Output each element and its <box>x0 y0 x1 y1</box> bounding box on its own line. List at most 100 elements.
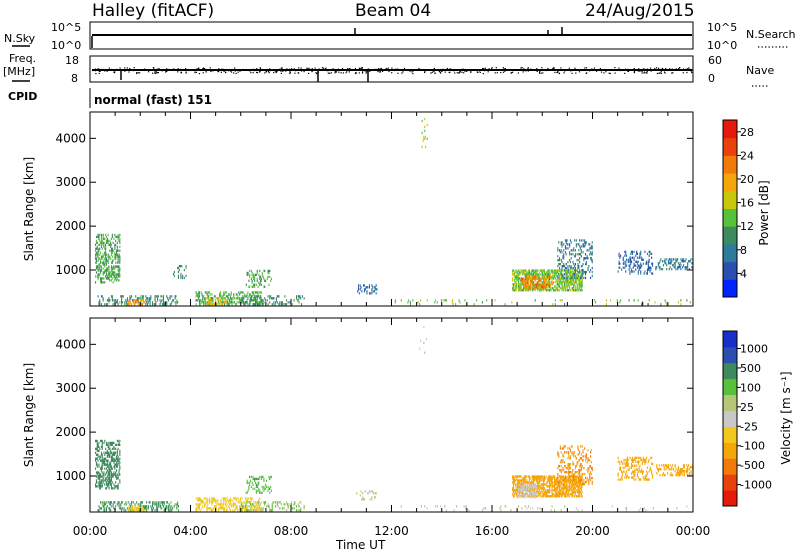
data-cell-1432 <box>564 487 566 490</box>
data-cell-2083 <box>659 260 661 263</box>
data-cell-55 <box>99 483 101 486</box>
data-cell-1883 <box>588 467 590 470</box>
data-cell-1700 <box>543 285 545 289</box>
data-cell-1413 <box>561 475 563 478</box>
data-cell-1724 <box>549 285 551 289</box>
data-cell-1143 <box>532 489 534 492</box>
data-cell-1668 <box>533 492 535 495</box>
data-cell-2008 <box>639 470 641 473</box>
data-cell-1081 <box>522 289 524 292</box>
data-cell-517 <box>131 509 133 512</box>
data-cell-777 <box>259 507 261 510</box>
data-cell-667 <box>226 503 228 506</box>
data-cell-564 <box>212 297 214 300</box>
data-cell-152 <box>105 257 107 260</box>
nave-dot-192 <box>280 72 282 74</box>
data-cell-467 <box>127 303 129 306</box>
nave-dot-402 <box>255 69 258 71</box>
nave-dot-65 <box>536 70 538 72</box>
data-cell-213 <box>111 273 113 276</box>
data-cell-1637 <box>526 275 528 279</box>
data-cell-2227 <box>619 301 621 304</box>
data-cell-780 <box>260 507 262 510</box>
data-cell-1181 <box>533 281 535 284</box>
nave-dot-34 <box>257 69 259 71</box>
data-cell-1465 <box>567 487 569 490</box>
data-cell-626 <box>231 301 233 304</box>
data-cell-605 <box>211 509 213 512</box>
data-cell-2072 <box>652 264 654 267</box>
data-cell-1299 <box>549 485 551 488</box>
data-cell-1324 <box>549 281 551 284</box>
nave-dot-248 <box>268 72 270 74</box>
data-cell-464 <box>176 301 178 304</box>
data-cell-446 <box>149 501 151 504</box>
data-cell-812 <box>266 299 268 302</box>
data-cell-1642 <box>527 275 529 279</box>
data-cell-126 <box>104 453 106 456</box>
data-cell-400 <box>145 295 147 298</box>
data-cell-1567 <box>578 483 580 486</box>
data-cell-847 <box>289 301 291 304</box>
data-cell-290 <box>117 249 119 252</box>
data-cell-114 <box>103 461 105 464</box>
data-cell-1717 <box>547 275 549 279</box>
data-cell-2155 <box>688 260 690 263</box>
data-cell-1455 <box>564 271 566 274</box>
data-cell-891 <box>254 275 256 278</box>
data-cell-953 <box>363 498 365 501</box>
data-cell-561 <box>211 293 213 296</box>
data-cell-1336 <box>550 281 552 284</box>
data-cell-988 <box>513 489 515 492</box>
data-cell-1421 <box>561 285 563 288</box>
data-cell-1228 <box>538 275 540 278</box>
data-cell-674 <box>229 503 231 506</box>
data-cell-1667 <box>533 496 535 499</box>
data-cell-1677 <box>534 484 536 487</box>
data-cell-1125 <box>526 273 528 276</box>
data-cell-70 <box>100 265 102 268</box>
data-cell-1046 <box>520 483 522 486</box>
nave-dot-70 <box>446 67 448 70</box>
data-cell-152 <box>106 465 108 468</box>
data-cell-881 <box>252 285 254 288</box>
nave-dot-286 <box>550 69 553 71</box>
data-cell-1496 <box>570 475 572 478</box>
data-cell-1699 <box>543 287 545 291</box>
data-cell-426 <box>140 501 142 504</box>
data-cell-1417 <box>560 271 562 274</box>
data-cell-522 <box>132 509 134 512</box>
data-cell-1923 <box>621 472 623 475</box>
nave-dot-463 <box>388 70 390 73</box>
data-cell-2 <box>95 261 97 264</box>
data-cell-1297 <box>546 289 548 292</box>
data-cell-1119 <box>526 287 528 290</box>
data-cell-168 <box>107 267 109 270</box>
data-cell-361 <box>107 501 109 504</box>
data-cell-204 <box>110 265 112 268</box>
data-cell-1864 <box>579 253 581 256</box>
data-cell-1778 <box>564 251 566 254</box>
data-cell-1409 <box>559 273 561 276</box>
data-cell-907 <box>260 279 262 282</box>
nave-dot-475 <box>376 68 378 70</box>
data-cell-601 <box>209 507 211 510</box>
data-cell-15 <box>95 457 97 460</box>
data-cell-623 <box>214 501 216 504</box>
data-cell-138 <box>105 251 107 254</box>
data-cell-1893 <box>590 455 592 458</box>
data-cell-764 <box>220 299 222 302</box>
data-cell-613 <box>229 303 231 306</box>
data-cell-98 <box>102 281 104 284</box>
data-cell-1349 <box>555 493 557 496</box>
data-cell-1638 <box>525 488 527 491</box>
data-cell-295 <box>118 275 120 278</box>
data-cell-1086 <box>522 273 524 276</box>
data-cell-2089 <box>663 260 665 263</box>
data-cell-486 <box>137 299 139 302</box>
data-cell-746 <box>211 299 213 302</box>
data-cell-1209 <box>538 481 540 484</box>
data-cell-221 <box>110 475 112 478</box>
data-cell-1007 <box>516 489 518 492</box>
data-cell-1958 <box>631 476 633 479</box>
